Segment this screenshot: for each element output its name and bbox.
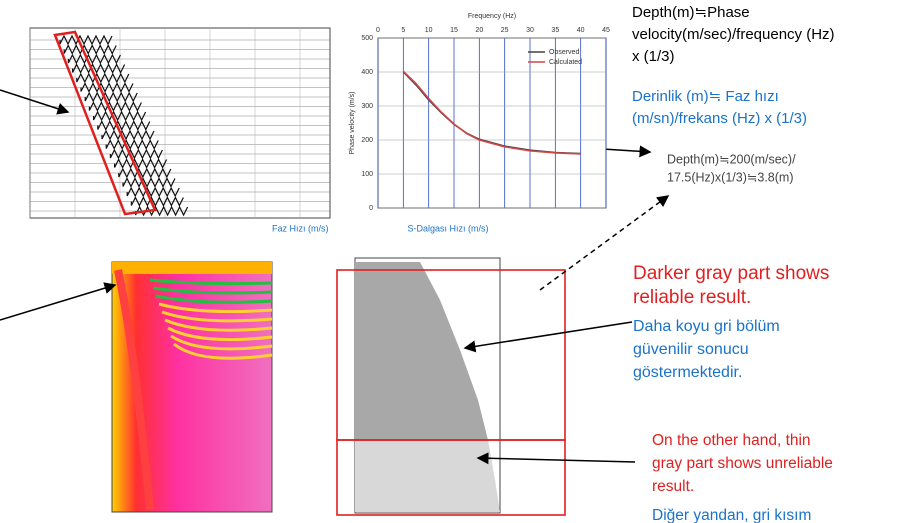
wiggle (105, 139, 159, 150)
wiggle (84, 91, 138, 103)
wiggle (135, 205, 189, 217)
annotation: Depth(m)≒Phase (632, 4, 750, 21)
annotation: velocity(m/sec)/frequency (Hz) (632, 26, 835, 43)
unreliable-area (355, 440, 500, 512)
x-tick-label: 15 (450, 27, 458, 34)
arrow (476, 452, 636, 465)
x-tick-label: 25 (501, 27, 509, 34)
annotation: Derinlik (m)≒ Faz hızı (632, 88, 779, 105)
band (149, 278, 273, 286)
wiggle (93, 110, 147, 122)
wiggle (63, 44, 117, 55)
annotation: reliable result. (633, 287, 751, 308)
x-tick-label: 20 (475, 27, 483, 34)
annotation: gray part shows unreliable (652, 455, 833, 472)
x-tick-label: 5 (401, 27, 405, 34)
chart-title: Frequency (Hz) (468, 13, 516, 20)
y-tick-label: 500 (361, 35, 373, 42)
arrow (0, 282, 117, 321)
ridge (114, 269, 154, 511)
band (152, 286, 273, 295)
y-tick-label: 400 (361, 69, 373, 76)
wiggle (130, 196, 184, 207)
x-tick-label: 10 (425, 27, 433, 34)
x-tick-label: 40 (577, 27, 585, 34)
x-tick-label: 30 (526, 27, 534, 34)
band (164, 318, 273, 332)
y-tick-label: 200 (361, 137, 373, 144)
arrow (0, 89, 70, 115)
wiggle (80, 82, 134, 93)
wiggle (76, 72, 130, 84)
wiggle (97, 120, 151, 131)
y-tick-label: 100 (361, 171, 373, 178)
band (170, 334, 273, 351)
legend-label: Observed (549, 49, 579, 56)
wiggle (88, 101, 142, 112)
x-tick-label: 35 (551, 27, 559, 34)
wiggle (126, 186, 180, 198)
band (158, 302, 273, 314)
annotation: Darker gray part shows (633, 263, 829, 284)
annotation: Depth(m)≒200(m/sec)/ (667, 152, 796, 166)
vs-profile-panel (336, 257, 566, 516)
annotation: 17.5(Hz)x(1/3)≒3.8(m) (667, 170, 793, 184)
wiggle (67, 53, 121, 65)
annotation: Daha koyu gri bölüm (633, 318, 780, 335)
plot-frame (377, 37, 607, 209)
red-box (336, 439, 566, 516)
wiggle (122, 177, 176, 188)
band (112, 262, 272, 274)
frame (29, 27, 331, 219)
band (161, 310, 273, 323)
annotation: x (1/3) (632, 48, 675, 65)
band (155, 294, 273, 304)
highlight (53, 30, 157, 216)
annotation: result. (652, 478, 694, 495)
y-tick-label: 0 (369, 205, 373, 212)
dispersion-panel (111, 261, 273, 513)
y-tick-label: 300 (361, 103, 373, 110)
annotation: güvenilir sonucu (633, 341, 749, 358)
series-line (402, 70, 581, 155)
wiggle (59, 34, 113, 46)
band (173, 342, 273, 360)
reliable-area (355, 262, 488, 440)
wiggle (109, 148, 163, 160)
axis-title: Faz Hızı (m/s) (272, 223, 329, 233)
wiggle (118, 167, 172, 179)
y-axis-label: Phase velocity (m/s) (349, 91, 356, 154)
annotation: Diğer yandan, gri kısım (652, 507, 811, 523)
axis-title: S-Dalgası Hızı (m/s) (407, 223, 488, 233)
band (167, 326, 273, 342)
arrow (463, 321, 633, 353)
legend-label: Calculated (549, 59, 582, 66)
wiggle (101, 129, 155, 141)
x-tick-label: 45 (602, 27, 610, 34)
annotation: (m/sn)/frekans (Hz) x (1/3) (632, 110, 807, 127)
wiggle (72, 63, 126, 74)
annotation: On the other hand, thin (652, 432, 811, 449)
annotation: göstermektedir. (633, 364, 742, 381)
seismic-panel (29, 27, 331, 219)
x-tick-label: 0 (376, 27, 380, 34)
wiggle (114, 158, 168, 169)
